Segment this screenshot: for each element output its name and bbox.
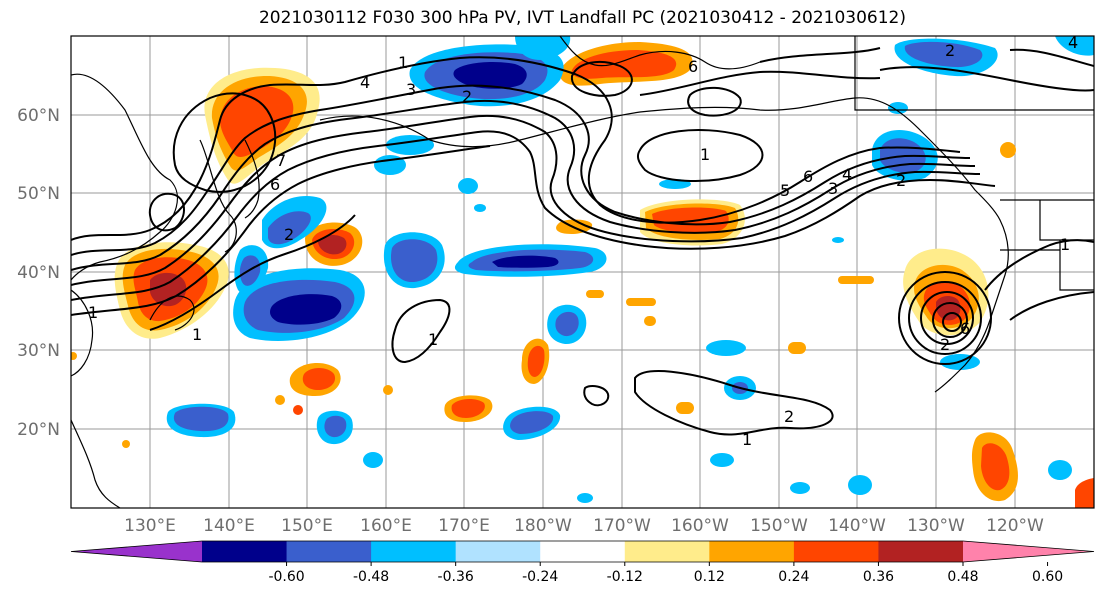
contour-label-3b: 3 (828, 179, 838, 198)
contour-labels: 1 4 3 2 6 7 2 1 1 1 5 6 3 4 2 1 2 1 6 1 … (88, 33, 1078, 449)
coastlines (71, 36, 1094, 508)
colorbar-tick-label: -0.48 (353, 569, 389, 585)
lon-label-170e: 170°E (438, 516, 490, 536)
lon-label-160e: 160°E (360, 516, 412, 536)
colorbar-tick-label: -0.60 (268, 569, 304, 585)
contour-label-7: 7 (276, 151, 286, 170)
lon-label-160w: 160°W (671, 516, 729, 536)
latitude-labels: 60°N 50°N 40°N 30°N 20°N (17, 106, 60, 440)
contour-label-4c: 4 (1068, 33, 1078, 52)
contour-label-6c: 6 (688, 57, 698, 76)
contour-label-1c: 1 (88, 303, 98, 322)
lon-label-170w: 170°W (593, 516, 651, 536)
contour-label-0: 1 (700, 145, 710, 164)
colorbar-segment (709, 541, 795, 562)
lon-label-150e: 150°E (281, 516, 333, 536)
lon-label-130e: 130°E (124, 516, 176, 536)
positive-anomaly-shading (71, 42, 1094, 508)
lon-label-180w: 180°W (514, 516, 572, 536)
contour-label-6: 6 (270, 175, 280, 194)
contour-label-3: 3 (406, 80, 416, 99)
map-title: 2021030112 F030 300 hPa PV, IVT Landfall… (258, 8, 906, 28)
colorbar-extend-max (963, 541, 1094, 562)
colorbar-segment (793, 541, 879, 562)
colorbar-tick-label: 0.12 (694, 569, 725, 585)
colorbar-segment (371, 541, 457, 562)
contour-label-1: 1 (398, 53, 408, 72)
contour-label-5: 5 (780, 181, 790, 200)
contour-label-2: 2 (462, 87, 472, 106)
colorbar-outline (70, 540, 1095, 563)
contour-label-2e: 2 (945, 41, 955, 60)
colorbar-tick-label: 0.60 (1032, 569, 1063, 585)
lon-label-140w: 140°W (828, 516, 886, 536)
lat-label-20n: 20°N (17, 420, 60, 440)
colorbar-tick-label: 0.24 (778, 569, 809, 585)
contour-label-2b: 2 (284, 225, 294, 244)
lon-label-120w: 120°W (986, 516, 1044, 536)
colorbar-segment (878, 541, 964, 562)
lat-label-50n: 50°N (17, 184, 60, 204)
colorbar-segment (624, 541, 710, 562)
colorbar-tick-label: -0.36 (438, 569, 474, 585)
longitude-labels: 130°E 140°E 150°E 160°E 170°E 180°W 170°… (124, 516, 1044, 536)
colorbar-segment (540, 541, 626, 562)
colorbar-extend-min (71, 541, 202, 562)
colorbar-tick-label: -0.12 (607, 569, 643, 585)
contour-label-4b: 4 (842, 165, 852, 184)
colorbar: -0.60 -0.48 -0.36 -0.24 -0.12 0.12 0.24 0.36 0.4… (70, 540, 1095, 585)
lon-label-150w: 150°W (750, 516, 808, 536)
colorbar-tick-label: -0.24 (522, 569, 558, 585)
lat-label-30n: 30°N (17, 341, 60, 361)
contour-label-1e: 1 (742, 430, 752, 449)
colorbar-segment (202, 541, 288, 562)
contour-label-4: 4 (360, 73, 370, 92)
lon-label-140e: 140°E (203, 516, 255, 536)
colorbar-tick-label: 0.36 (863, 569, 894, 585)
contour-label-1d: 1 (428, 330, 438, 349)
pv-contours (71, 47, 1094, 436)
contour-label-2c: 2 (896, 171, 906, 190)
map-frame (70, 35, 1095, 509)
lat-label-60n: 60°N (17, 106, 60, 126)
contour-label-1b: 1 (192, 325, 202, 344)
contour-label-1f: 1 (1060, 235, 1070, 254)
contour-label-6b: 6 (803, 167, 813, 186)
colorbar-tick-label: 0.48 (947, 569, 978, 585)
colorbar-segment (455, 541, 541, 562)
contour-label-6d: 6 (960, 319, 970, 338)
contour-label-2f: 2 (940, 335, 950, 354)
contour-label-2d: 2 (784, 407, 794, 426)
lon-label-130w: 130°W (907, 516, 965, 536)
colorbar-segment (286, 541, 372, 562)
lat-label-40n: 40°N (17, 263, 60, 283)
